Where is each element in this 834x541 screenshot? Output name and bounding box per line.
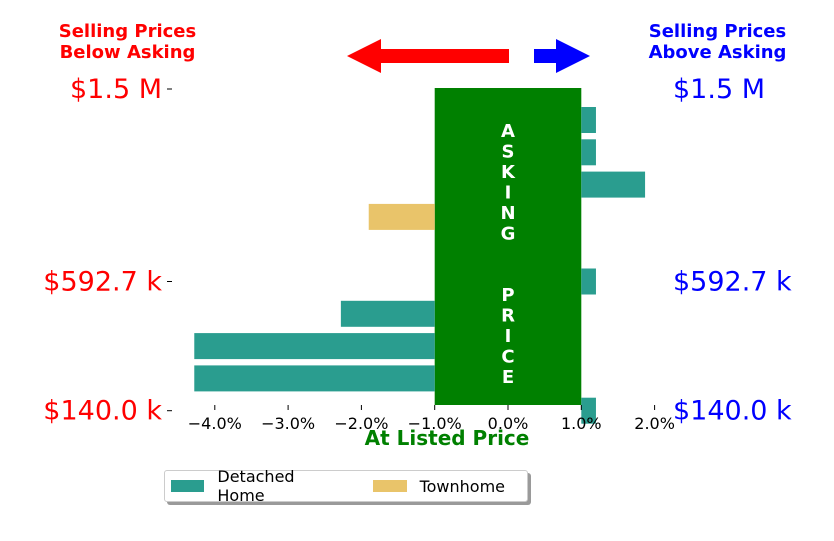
asking-price-letter: R <box>501 306 515 327</box>
right-arrow-icon <box>534 39 590 73</box>
legend-label-detached: Detached Home <box>217 467 295 505</box>
asking-price-letter: A <box>501 121 515 142</box>
detached-home-bar <box>581 397 596 424</box>
asking-price-letter: S <box>502 142 515 163</box>
x-tick-label: 1.0% <box>561 414 602 433</box>
asking-price-letter: E <box>502 367 514 388</box>
above-asking-line2: Above Asking <box>648 42 787 63</box>
detached-home-bar <box>581 107 596 133</box>
x-axis: −4.0% −3.0% −2.0% −1.0% 0.0% 1.0% 2.0% <box>188 405 675 433</box>
x-tick-label: −3.0% <box>261 414 315 433</box>
y-tick-label-left: $592.7 k <box>43 267 162 298</box>
direction-arrows <box>347 39 590 73</box>
asking-price-letter: C <box>501 347 514 368</box>
asking-price-box <box>434 88 582 405</box>
asking-price-letter: G <box>501 224 516 245</box>
below-asking-header: Selling Prices Below Asking <box>40 21 215 63</box>
asking-price-letter: K <box>501 162 516 183</box>
x-tick-label: 0.0% <box>488 414 529 433</box>
x-tick-label: −4.0% <box>188 414 242 433</box>
townhome-bar <box>368 203 435 230</box>
legend: Detached Home Townhome <box>164 467 528 505</box>
y-axis-right: $1.5 M $592.7 k $140.0 k <box>673 74 792 427</box>
detached-home-bar <box>581 139 596 166</box>
y-tick-label-right: $140.0 k <box>673 396 792 427</box>
below-asking-line1: Selling Prices <box>58 21 197 42</box>
asking-price-letter: I <box>505 326 512 347</box>
x-tick-label: −1.0% <box>408 414 462 433</box>
detached-home-bar <box>194 333 435 360</box>
x-tick-label: 2.0% <box>634 414 675 433</box>
legend-item-townhome: Townhome <box>372 476 505 496</box>
x-axis-label: At Listed Price <box>365 426 530 450</box>
legend-label-townhome: Townhome <box>419 476 505 496</box>
asking-price-letter: I <box>505 183 512 204</box>
y-axis-left: $1.5 M $592.7 k $140.0 k <box>43 74 172 427</box>
above-asking-line1: Selling Prices <box>648 21 787 42</box>
y-tick-label-right: $592.7 k <box>673 267 792 298</box>
y-tick-label-left: $140.0 k <box>43 396 162 427</box>
below-asking-line2: Below Asking <box>59 42 196 63</box>
y-tick-label-right: $1.5 M <box>673 74 765 105</box>
detached-home-bar <box>581 171 646 198</box>
legend-item-detached: Detached Home <box>171 467 345 505</box>
legend-swatch-detached <box>171 480 205 492</box>
y-tick-label-left: $1.5 M <box>70 74 162 105</box>
detached-home-bar <box>340 300 435 327</box>
x-tick-label: −2.0% <box>334 414 388 433</box>
legend-swatch-townhome <box>372 480 407 492</box>
detached-home-bar <box>581 268 596 295</box>
left-arrow-icon <box>347 39 509 73</box>
asking-price-letter: N <box>500 203 515 224</box>
above-asking-header: Selling Prices Above Asking <box>630 21 805 63</box>
asking-price-letter: P <box>501 285 514 306</box>
detached-home-bar <box>194 365 435 392</box>
